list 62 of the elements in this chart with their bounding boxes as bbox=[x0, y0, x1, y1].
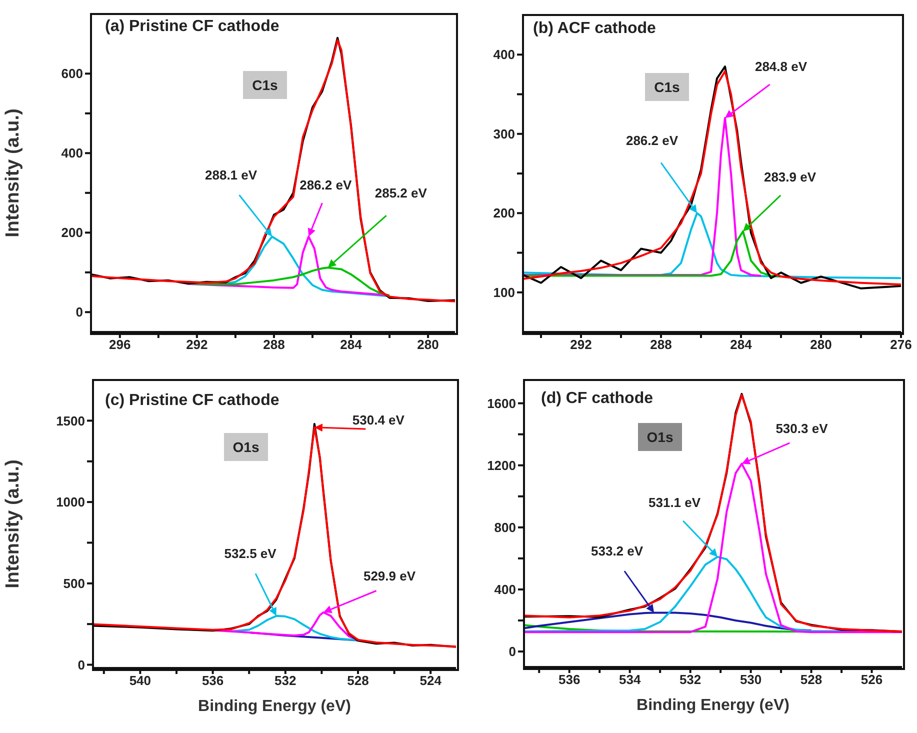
x-tick-label: 276 bbox=[890, 337, 912, 352]
y-tick-label: 1600 bbox=[487, 396, 516, 411]
x-tick-label: 292 bbox=[570, 337, 592, 352]
y-tick-label: 200 bbox=[493, 206, 515, 221]
annotation: 284.8 eV bbox=[754, 59, 808, 74]
annotation: 530.4 eV bbox=[352, 412, 405, 428]
y-tick-label: 500 bbox=[63, 576, 85, 592]
annotation: 288.1 eV bbox=[205, 168, 258, 183]
y-tick-label: 400 bbox=[493, 47, 515, 62]
x-tick-label: 280 bbox=[810, 337, 832, 352]
y-tick-label: 800 bbox=[494, 520, 516, 535]
y-tick-label: 600 bbox=[61, 66, 83, 82]
annotation: O1s bbox=[224, 433, 268, 461]
y-tick-label: 400 bbox=[494, 582, 516, 598]
y-tick-label: 300 bbox=[493, 126, 515, 142]
y-axis-title: Intensity (a.u.) bbox=[2, 108, 24, 238]
y-tick-label: 0 bbox=[78, 657, 85, 672]
chart-title: (b) ACF cathode bbox=[533, 20, 656, 38]
x-tick-label: 288 bbox=[263, 337, 285, 352]
annotation: 529.9 eV bbox=[363, 568, 416, 584]
y-tick-label: 1500 bbox=[56, 413, 85, 428]
y-tick-label: 0 bbox=[508, 644, 516, 660]
annotation: 531.1 eV bbox=[648, 494, 701, 510]
x-tick-label: 528 bbox=[800, 672, 822, 688]
x-axis-title: Binding Energy (eV) bbox=[636, 697, 790, 715]
y-axis-title: Intensity (a.u.) bbox=[2, 460, 24, 588]
x-tick-label: 532 bbox=[274, 673, 296, 688]
annotation: 533.2 eV bbox=[591, 544, 644, 559]
y-tick-label: 100 bbox=[493, 284, 515, 300]
x-tick-label: 284 bbox=[340, 337, 363, 352]
text: (d) CF cathode bbox=[541, 390, 653, 408]
annotation: O1s bbox=[638, 423, 682, 451]
x-tick-label: 532 bbox=[679, 672, 702, 688]
x-tick-label: 534 bbox=[618, 672, 642, 688]
x-tick-label: 296 bbox=[109, 337, 131, 352]
x-tick-label: 540 bbox=[129, 673, 152, 688]
y-tick-label: 1200 bbox=[487, 458, 516, 473]
y-tick-label: 400 bbox=[61, 146, 83, 161]
x-tick-label: 526 bbox=[860, 672, 883, 688]
annotation: 286.2 eV bbox=[300, 178, 352, 193]
x-tick-label: 536 bbox=[558, 672, 580, 688]
annotation: 286.2 eV bbox=[626, 133, 678, 148]
annotation: 532.5 eV bbox=[224, 546, 277, 561]
x-tick-label: 528 bbox=[347, 673, 369, 688]
x-tick-label: 288 bbox=[650, 337, 672, 352]
chart-title: (a) Pristine CF cathode bbox=[105, 18, 280, 36]
annotation: 530.3 eV bbox=[776, 420, 828, 436]
text: (c) Pristine CF cathode bbox=[105, 392, 280, 410]
annotation: C1s bbox=[243, 71, 287, 99]
x-tick-label: 536 bbox=[202, 673, 224, 688]
x-tick-label: 530 bbox=[740, 672, 762, 688]
y-tick-label: 200 bbox=[61, 225, 83, 240]
x-tick-label: 524 bbox=[420, 673, 442, 688]
x-tick-label: 284 bbox=[730, 337, 753, 352]
x-tick-label: 292 bbox=[186, 337, 208, 352]
annotation: C1s bbox=[645, 73, 689, 101]
annotation: 285.2 eV bbox=[374, 186, 428, 201]
y-tick-label: 1000 bbox=[56, 494, 85, 510]
x-axis-title: Binding Energy (eV) bbox=[197, 698, 352, 716]
x-tick-label: 280 bbox=[417, 337, 439, 352]
y-tick-label: 0 bbox=[76, 304, 83, 320]
annotation: 283.9 eV bbox=[764, 169, 816, 184]
